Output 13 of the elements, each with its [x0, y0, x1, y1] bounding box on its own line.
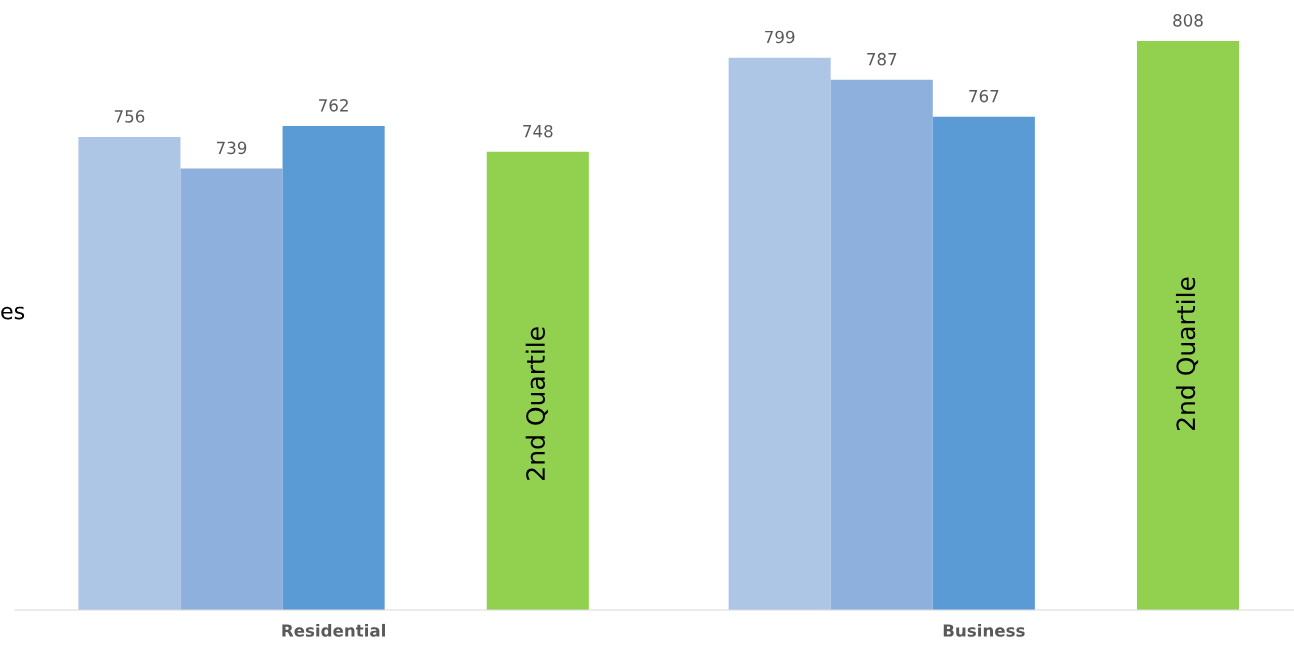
annotation: 2nd Quartile: [1175, 277, 1199, 430]
data-label: 762: [319, 99, 348, 112]
data-label: 799: [765, 30, 795, 44]
data-label: 739: [216, 141, 247, 155]
data-label: 787: [867, 52, 897, 66]
data-label: 756: [114, 110, 145, 123]
x-tick-label: Residential: [282, 623, 385, 637]
data-label: 748: [523, 124, 553, 138]
annotation: 2nd Quartile: [525, 327, 548, 480]
data-label: 808: [1173, 14, 1203, 27]
annotation: es: [1, 306, 25, 320]
x-tick-label: Business: [943, 623, 1025, 637]
data-label: 767: [969, 89, 999, 103]
